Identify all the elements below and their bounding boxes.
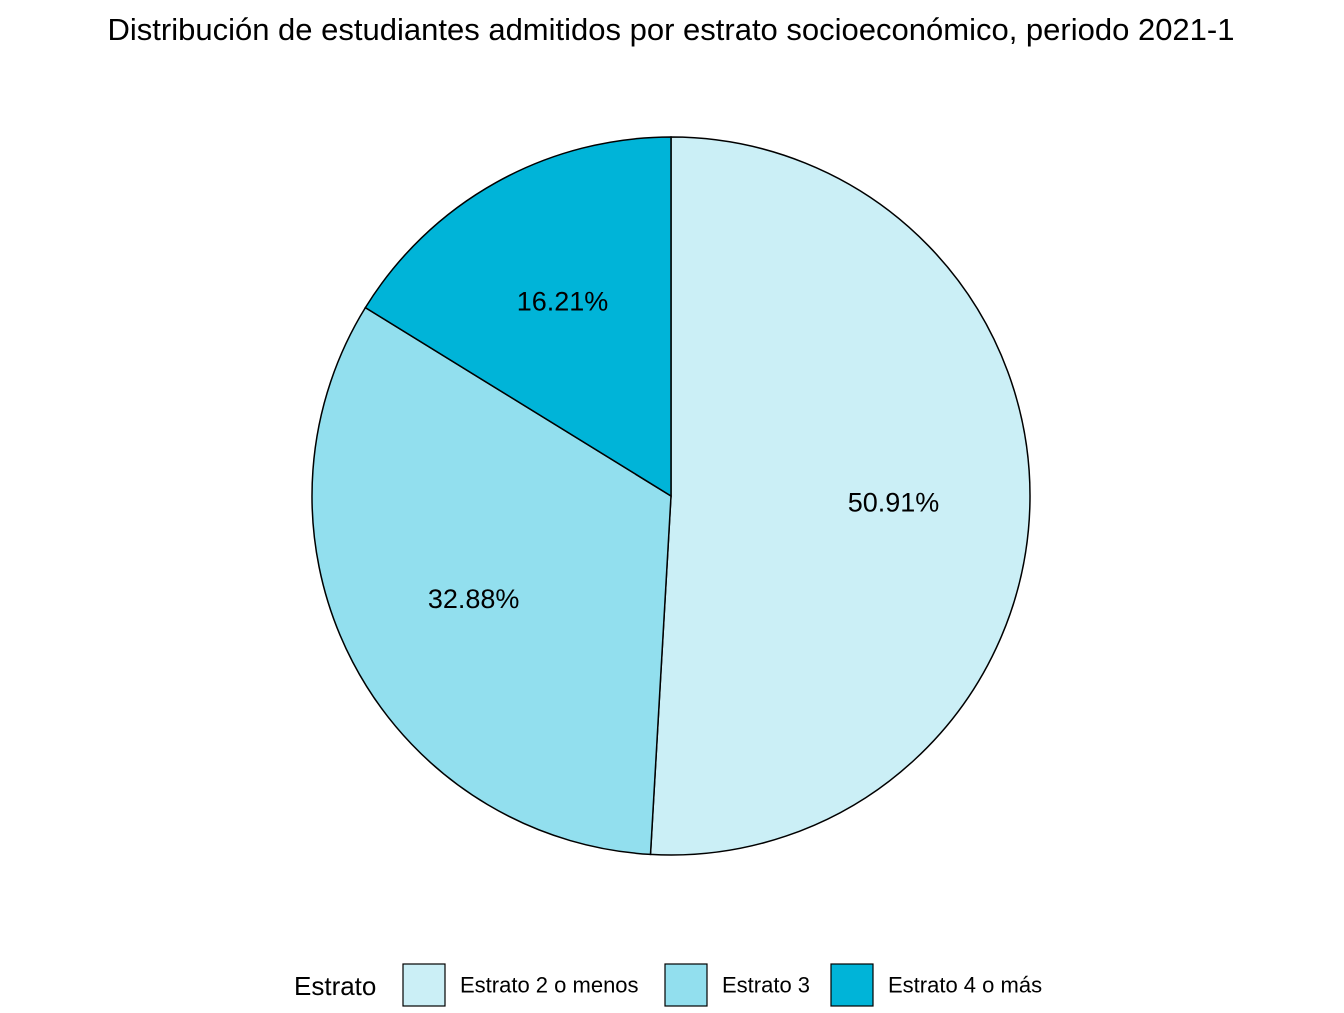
chart-title: Distribución de estudiantes admitidos po… bbox=[108, 12, 1235, 47]
pie-slice-2 bbox=[311, 306, 672, 856]
legend-title: Estrato bbox=[294, 971, 376, 1001]
slice-label-3: 16.21% bbox=[517, 287, 609, 317]
slice-label-1: 50.91% bbox=[848, 487, 940, 517]
slice-label-2: 32.88% bbox=[428, 584, 520, 614]
legend-key-2 bbox=[664, 963, 708, 1007]
pie-slice-1 bbox=[649, 136, 1031, 856]
legend: Estrato Estrato 2 o menos Estrato 3 Estrat… bbox=[294, 963, 1042, 1007]
legend-label-2: Estrato 3 bbox=[722, 973, 810, 998]
pie-slice-3 bbox=[364, 136, 672, 498]
legend-key-3 bbox=[830, 963, 874, 1007]
pie-slices bbox=[311, 136, 1031, 856]
legend-label-1: Estrato 2 o menos bbox=[460, 973, 639, 998]
legend-key-1 bbox=[402, 963, 446, 1007]
legend-label-3: Estrato 4 o más bbox=[888, 973, 1042, 998]
pie-slice-labels: 50.91% 32.88% 16.21% bbox=[428, 287, 939, 614]
